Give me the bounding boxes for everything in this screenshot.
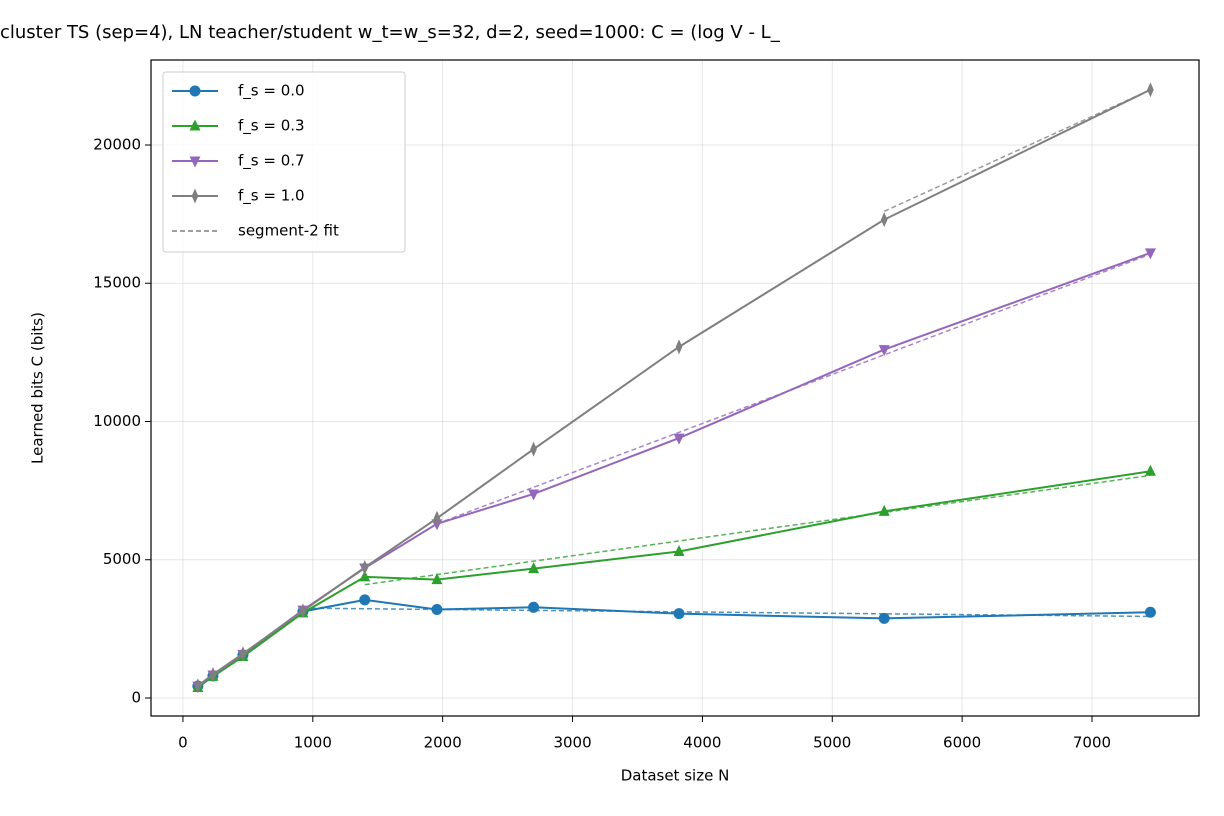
- marker: [880, 212, 888, 228]
- y-tick-label: 10000: [93, 412, 141, 430]
- marker: [1144, 464, 1156, 476]
- legend-label: f_s = 0.7: [238, 152, 305, 171]
- marker: [878, 504, 890, 516]
- x-tick-label: 3000: [553, 734, 591, 752]
- marker: [359, 570, 371, 582]
- series-line: [197, 88, 1151, 687]
- marker: [189, 156, 201, 168]
- fit-line: [883, 89, 1151, 213]
- marker: [673, 544, 685, 556]
- x-tick-label: 5000: [813, 734, 851, 752]
- marker: [431, 604, 443, 616]
- chart-title: cluster TS (sep=4), LN teacher/student w…: [0, 22, 781, 43]
- x-tick-label: 2000: [424, 734, 462, 752]
- marker: [433, 510, 441, 526]
- x-tick-label: 4000: [683, 734, 721, 752]
- y-tick-label: 15000: [93, 274, 141, 292]
- marker: [1144, 248, 1156, 260]
- y-tick-label: 20000: [93, 135, 141, 153]
- marker: [528, 601, 540, 613]
- marker: [209, 666, 217, 682]
- legend-label: f_s = 0.3: [238, 117, 305, 136]
- marker: [1147, 82, 1154, 98]
- marker: [361, 559, 369, 575]
- x-tick-label: 0: [178, 734, 188, 752]
- marker: [189, 119, 201, 131]
- fit-line: [436, 253, 1151, 525]
- legend-box: [162, 71, 406, 253]
- legend-label: segment-2 fit: [238, 222, 339, 240]
- series-line: [197, 251, 1151, 687]
- fit-line: [364, 474, 1151, 586]
- marker: [194, 678, 202, 694]
- x-tick-label: 1000: [294, 734, 332, 752]
- series-line: [197, 470, 1151, 689]
- x-tick-label: 7000: [1073, 734, 1111, 752]
- marker: [359, 594, 371, 606]
- marker: [530, 441, 537, 457]
- marker: [1144, 606, 1156, 618]
- marker: [878, 345, 890, 357]
- marker: [528, 489, 540, 501]
- marker: [191, 188, 199, 204]
- x-tick-label: 6000: [943, 734, 981, 752]
- marker: [528, 562, 540, 574]
- marker: [189, 85, 201, 97]
- marker: [431, 573, 443, 585]
- marker: [299, 603, 307, 619]
- legend-label: f_s = 0.0: [238, 82, 305, 101]
- y-tick-label: 5000: [103, 550, 141, 568]
- legend-label: f_s = 1.0: [238, 187, 305, 206]
- x-axis-label: Dataset size N: [621, 767, 730, 785]
- marker: [673, 433, 685, 445]
- y-axis-label: Learned bits C (bits): [29, 312, 47, 464]
- marker: [673, 608, 685, 620]
- marker: [878, 612, 890, 624]
- marker: [675, 339, 683, 355]
- marker: [239, 646, 247, 662]
- y-tick-label: 0: [131, 688, 141, 706]
- plot-frame: [150, 59, 1200, 717]
